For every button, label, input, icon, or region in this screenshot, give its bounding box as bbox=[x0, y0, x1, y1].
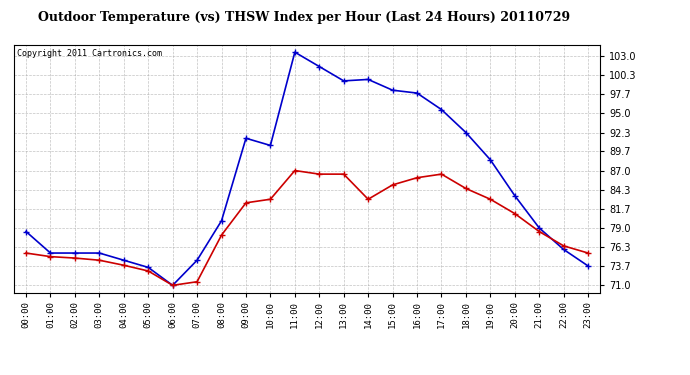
Text: Copyright 2011 Cartronics.com: Copyright 2011 Cartronics.com bbox=[17, 49, 161, 58]
Text: Outdoor Temperature (vs) THSW Index per Hour (Last 24 Hours) 20110729: Outdoor Temperature (vs) THSW Index per … bbox=[37, 11, 570, 24]
